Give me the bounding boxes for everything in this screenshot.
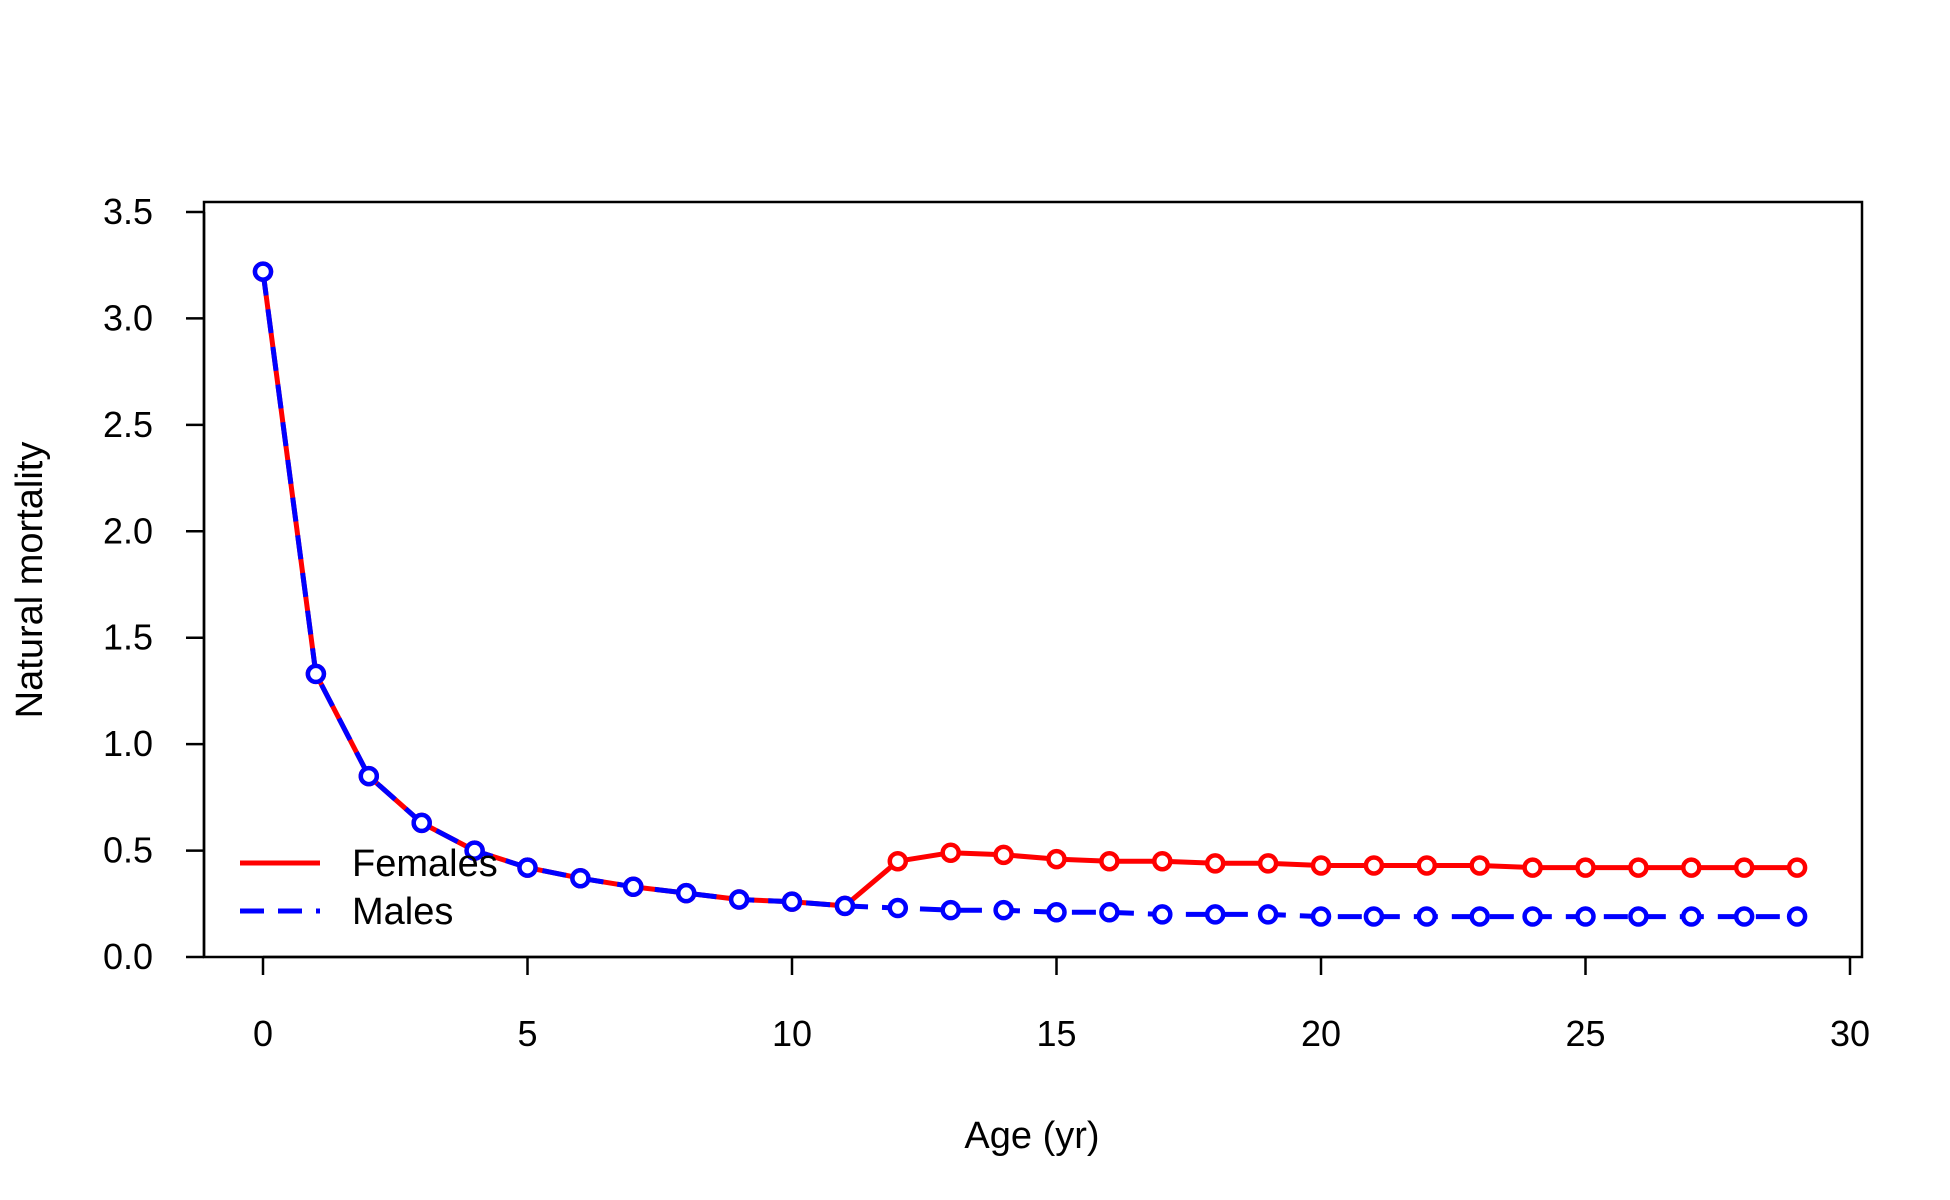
data-point-females xyxy=(1469,855,1490,876)
y-tick-label: 0.5 xyxy=(103,830,153,871)
data-point-males xyxy=(1363,906,1385,927)
data-point-females xyxy=(1046,848,1067,870)
data-point-males xyxy=(675,882,697,904)
data-point-males xyxy=(1257,904,1279,925)
data-point-males xyxy=(993,899,1014,921)
x-tick-label: 15 xyxy=(1036,1013,1076,1054)
data-point-females xyxy=(1733,857,1755,878)
data-point-females xyxy=(1257,853,1279,874)
y-tick-label: 1.5 xyxy=(103,617,153,658)
data-point-females xyxy=(1363,855,1385,876)
data-point-males xyxy=(1204,904,1226,925)
data-point-males xyxy=(1522,906,1543,927)
data-point-females xyxy=(1310,855,1332,876)
x-axis: 0 5 10 15 20 25 30 xyxy=(253,955,1870,1054)
data-point-males xyxy=(1628,906,1649,927)
data-point-females xyxy=(1204,853,1226,874)
data-point-males xyxy=(940,899,961,921)
data-point-females xyxy=(1786,857,1808,878)
x-axis-label: Age (yr) xyxy=(964,1115,1099,1157)
legend-label: Females xyxy=(352,843,498,885)
data-point-females xyxy=(1681,857,1702,878)
series-line-males xyxy=(260,271,1798,920)
legend: Females Males xyxy=(240,843,498,933)
data-point-males xyxy=(728,889,750,910)
data-point-males xyxy=(1152,904,1173,925)
data-point-males xyxy=(887,897,909,919)
x-tick-label: 25 xyxy=(1565,1013,1605,1054)
data-point-males xyxy=(1469,906,1490,927)
data-point-males xyxy=(1575,906,1596,927)
data-point-females xyxy=(1099,850,1120,872)
y-axis-label: Natural mortality xyxy=(9,442,51,719)
x-tick-label: 10 xyxy=(772,1013,812,1054)
data-point-males xyxy=(411,812,432,834)
data-point-males xyxy=(305,663,327,685)
data-point-males xyxy=(781,891,803,912)
series-line-females xyxy=(260,271,1798,909)
data-point-males xyxy=(464,840,485,861)
data-point-males xyxy=(1046,902,1067,923)
y-tick-label: 3.0 xyxy=(103,297,153,338)
x-tick-label: 5 xyxy=(517,1013,537,1054)
data-point-males xyxy=(834,895,856,917)
data-point-females xyxy=(1628,857,1649,878)
data-point-females xyxy=(940,842,961,863)
data-point-females xyxy=(1152,850,1173,872)
data-point-males xyxy=(358,765,380,787)
data-point-males xyxy=(1099,902,1120,923)
legend-label: Males xyxy=(352,891,453,933)
data-point-males xyxy=(1681,906,1702,927)
series-layer xyxy=(252,261,1808,927)
x-tick-label: 0 xyxy=(253,1013,273,1054)
y-tick-label: 3.5 xyxy=(103,191,153,232)
data-point-females xyxy=(1522,857,1543,878)
y-tick-label: 2.0 xyxy=(103,510,153,551)
data-point-females xyxy=(993,844,1014,866)
y-tick-label: 1.0 xyxy=(103,723,153,764)
data-point-males xyxy=(1310,906,1332,927)
data-point-males xyxy=(623,876,644,898)
data-point-females xyxy=(1416,855,1438,876)
data-point-males xyxy=(252,261,274,282)
y-tick-label: 0.0 xyxy=(103,936,153,977)
data-point-males xyxy=(1786,906,1808,927)
y-tick-label: 2.5 xyxy=(103,404,153,445)
data-point-females xyxy=(1575,857,1596,878)
data-point-females xyxy=(887,850,909,872)
data-point-males xyxy=(1733,906,1755,927)
data-point-males xyxy=(1416,906,1438,927)
data-point-males xyxy=(517,857,538,878)
x-tick-label: 30 xyxy=(1830,1013,1870,1054)
y-axis: 0.0 0.5 1.0 1.5 2.0 2.5 3.0 3.5 xyxy=(103,191,206,977)
x-tick-label: 20 xyxy=(1301,1013,1341,1054)
data-point-males xyxy=(570,867,591,889)
